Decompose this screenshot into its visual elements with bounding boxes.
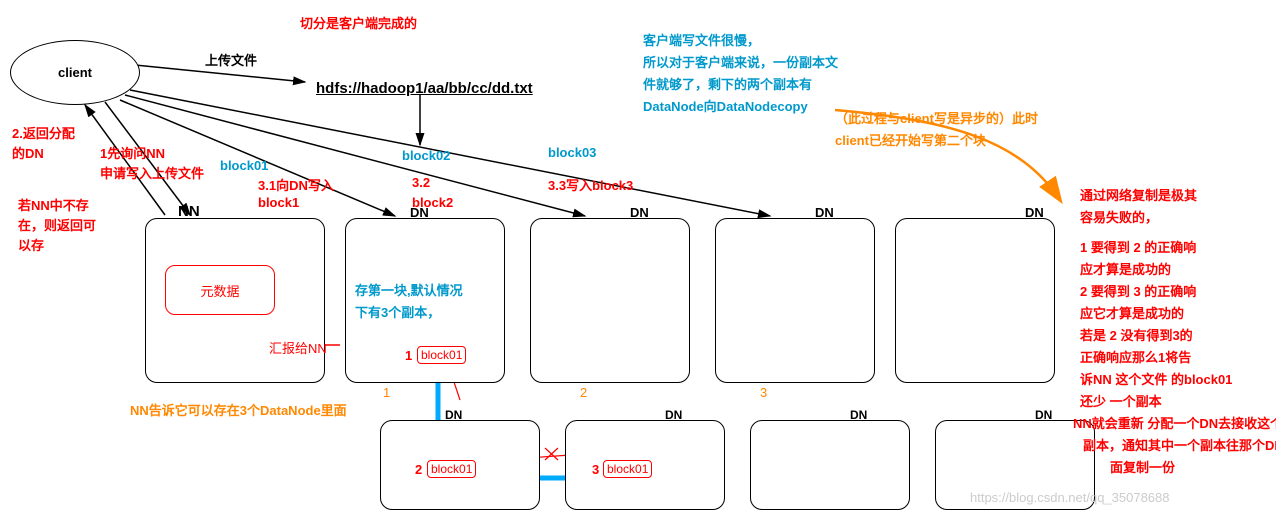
nn-tell: NN告诉它可以存在3个DataNode里面 bbox=[130, 400, 347, 419]
async-2: client已经开始写第二个块 bbox=[835, 130, 986, 149]
rn3: 1 要得到 2 的正确响 bbox=[1080, 237, 1196, 256]
rn7: 若是 2 没有得到3的 bbox=[1080, 325, 1193, 344]
dn-bot-3-lbl: DN bbox=[850, 408, 867, 422]
async-1: （此过程与client写是异步的）此时 bbox=[835, 108, 1038, 127]
copy3-num: 3 bbox=[592, 462, 599, 477]
num-1: 1 bbox=[383, 385, 390, 400]
block01-lbl: block01 bbox=[220, 158, 268, 173]
block02-lbl: block02 bbox=[402, 148, 450, 163]
dn-top-4 bbox=[895, 218, 1055, 383]
hdfs-url: hdfs://hadoop1/aa/bb/cc/dd.txt bbox=[316, 80, 533, 97]
store-2: 下有3个副本， bbox=[355, 302, 440, 321]
dn-bot-1-lbl: DN bbox=[445, 408, 462, 422]
s33: 3.3写入block3 bbox=[548, 175, 633, 194]
clientslow-1: 客户端写文件很慢， bbox=[643, 30, 760, 49]
block01-tag-b2: block01 bbox=[603, 460, 652, 478]
dn-top-4-lbl: DN bbox=[1025, 205, 1044, 220]
s32: 3.2 bbox=[412, 175, 430, 190]
rn8: 正确响应那么1将告 bbox=[1080, 347, 1191, 366]
num-2: 2 bbox=[580, 385, 587, 400]
upload-label: 上传文件 bbox=[205, 50, 257, 69]
nn-label: NN bbox=[178, 203, 200, 220]
rn1: 通过网络复制是极其 bbox=[1080, 185, 1197, 204]
rn12: 副本，通知其中一个副本往那个DN里 bbox=[1083, 435, 1276, 454]
dn-top-3 bbox=[715, 218, 875, 383]
rn9: 诉NN 这个文件 的block01 bbox=[1080, 369, 1232, 388]
nncheck3: 以存 bbox=[18, 235, 44, 254]
store-1: 存第一块,默认情况 bbox=[355, 280, 463, 299]
report-nn: 汇报给NN bbox=[269, 338, 327, 357]
s31b: block1 bbox=[258, 195, 299, 210]
block01-tag-top: block01 bbox=[417, 346, 466, 364]
rn6: 应它才算是成功的 bbox=[1080, 303, 1184, 322]
dn-top-2 bbox=[530, 218, 690, 383]
rn10: 还少 一个副本 bbox=[1080, 391, 1162, 410]
copy2-num: 2 bbox=[415, 462, 422, 477]
rn5: 2 要得到 3 的正确响 bbox=[1080, 281, 1196, 300]
nncheck1: 若NN中不存 bbox=[18, 195, 89, 214]
block03-lbl: block03 bbox=[548, 145, 596, 160]
num-3: 3 bbox=[760, 385, 767, 400]
step2: 2.返回分配 bbox=[12, 123, 75, 142]
watermark: https://blog.csdn.net/qq_35078688 bbox=[970, 490, 1170, 505]
note-split-client: 切分是客户端完成的 bbox=[300, 13, 417, 32]
block01-tag-b1: block01 bbox=[427, 460, 476, 478]
rn11: NN就会重新 分配一个DN去接收这个 bbox=[1073, 413, 1276, 432]
rn13: 面复制一份 bbox=[1110, 457, 1175, 476]
nncheck2: 在，则返回可 bbox=[18, 215, 96, 234]
metadata-box: 元数据 bbox=[165, 265, 275, 315]
dn-top-2-lbl: DN bbox=[630, 205, 649, 220]
clientslow-2: 所以对于客户端来说，一份副本文 bbox=[643, 52, 838, 71]
dn-top-1-lbl: DN bbox=[410, 205, 429, 220]
client-node: client bbox=[10, 40, 140, 105]
client-label: client bbox=[58, 65, 92, 80]
copy1-num: 1 bbox=[405, 348, 412, 363]
step2b: 的DN bbox=[12, 143, 44, 162]
dn-top-3-lbl: DN bbox=[815, 205, 834, 220]
rn4: 应才算是成功的 bbox=[1080, 259, 1171, 278]
s31: 3.1向DN写入 bbox=[258, 175, 334, 194]
rn2: 容易失败的， bbox=[1080, 207, 1158, 226]
clientslow-4: DataNode向DataNodecopy bbox=[643, 96, 808, 115]
dn-bot-3 bbox=[750, 420, 910, 510]
dn-bot-2-lbl: DN bbox=[665, 408, 682, 422]
clientslow-3: 件就够了，剩下的两个副本有 bbox=[643, 74, 812, 93]
dn-bot-4-lbl: DN bbox=[1035, 408, 1052, 422]
step1: 1先询问NN bbox=[100, 143, 165, 162]
step1b: 申请写入上传文件 bbox=[100, 163, 204, 182]
metadata-label: 元数据 bbox=[200, 281, 239, 300]
